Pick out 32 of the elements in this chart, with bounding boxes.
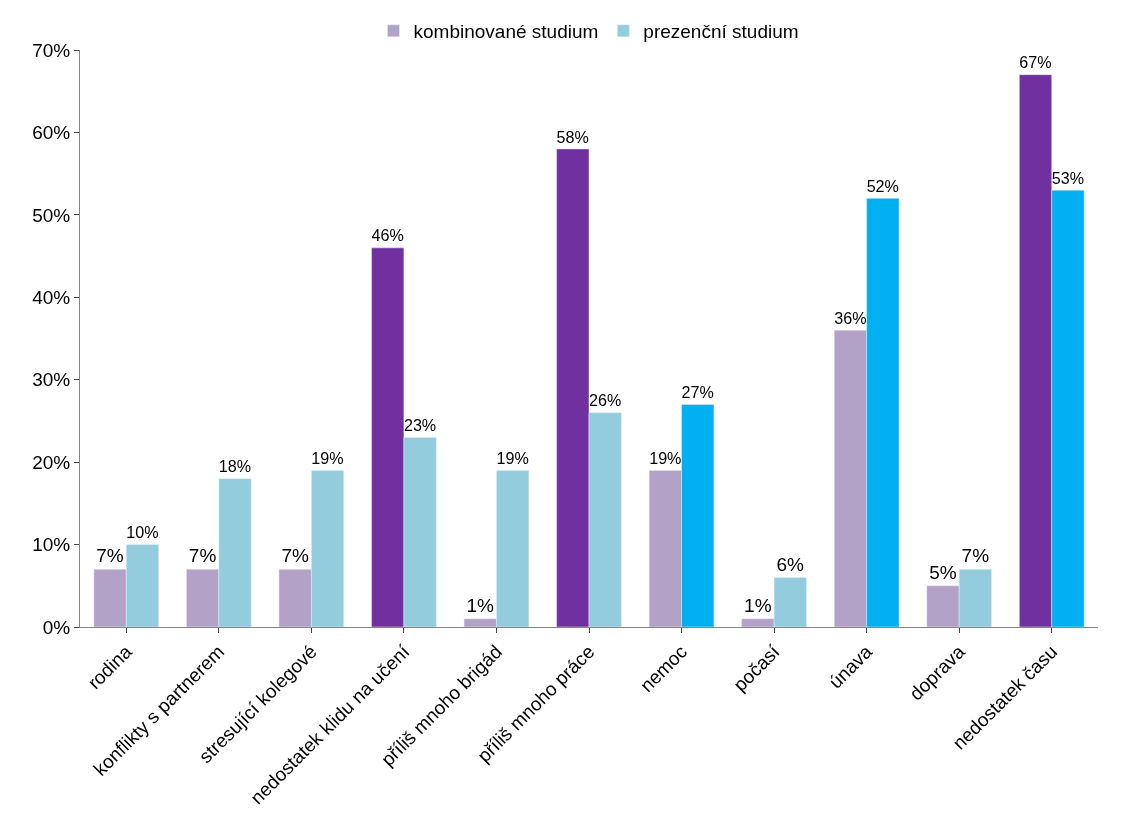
data-label: 67% — [1019, 53, 1052, 72]
y-tick-label: 70% — [32, 39, 71, 61]
data-label: 52% — [866, 176, 899, 195]
data-label: 58% — [556, 127, 589, 146]
y-tick-label: 20% — [32, 451, 71, 473]
y-tick-label: 0% — [42, 616, 71, 638]
data-label: 5% — [929, 561, 957, 583]
data-label: 36% — [834, 308, 867, 327]
data-label: 7% — [281, 545, 309, 567]
data-label: 7% — [961, 545, 990, 567]
y-tick-label: 60% — [32, 122, 71, 144]
y-tick-label: 50% — [32, 204, 71, 226]
data-label: 19% — [311, 448, 344, 467]
data-label: 10% — [126, 523, 159, 542]
data-label: 7% — [188, 545, 217, 567]
data-label: 19% — [496, 448, 529, 467]
data-label: 46% — [371, 226, 404, 245]
y-tick-label: 40% — [32, 286, 71, 308]
data-label: 1% — [466, 594, 495, 616]
data-label: 7% — [96, 545, 124, 567]
data-label: 6% — [776, 553, 805, 575]
data-label: 1% — [744, 594, 772, 616]
y-tick-label: 30% — [32, 369, 71, 391]
data-label: 18% — [218, 457, 252, 476]
data-label: 26% — [589, 391, 622, 410]
data-label: 53% — [1051, 168, 1085, 187]
data-label: 27% — [681, 383, 714, 402]
data-label: 23% — [403, 416, 437, 435]
legend-label: kombinované studium — [413, 21, 599, 43]
legend-label: prezenční studium — [643, 21, 799, 43]
data-label: 19% — [649, 448, 682, 467]
y-tick-label: 10% — [32, 534, 71, 556]
